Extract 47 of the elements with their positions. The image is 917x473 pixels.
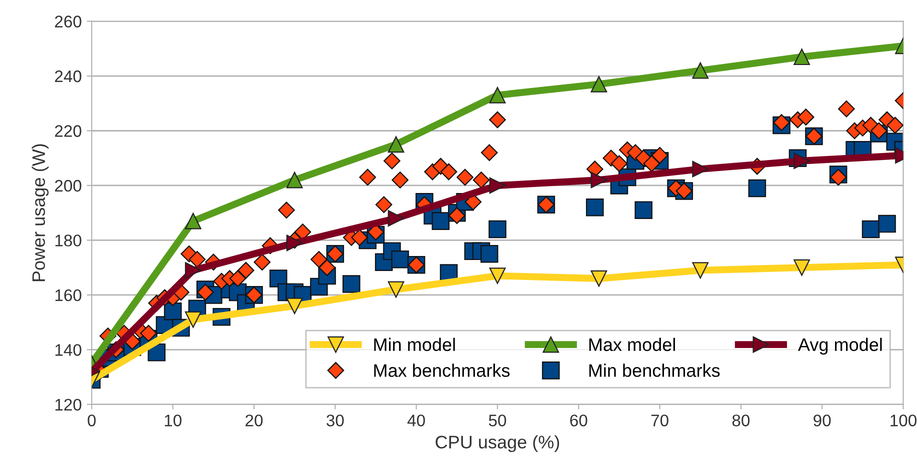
x-tick-label: 90	[814, 414, 831, 426]
point	[590, 76, 608, 92]
point	[388, 136, 404, 153]
x-tick-label: 60	[570, 414, 588, 426]
x-axis-title: CPU usage (%)	[436, 435, 560, 452]
y-tick-label: 140	[55, 344, 82, 356]
y-tick-label: 240	[55, 70, 82, 82]
x-tick-label: 70	[651, 414, 668, 426]
legend-label: Min benchmarks	[589, 364, 720, 377]
y-tick-label: 120	[55, 398, 82, 411]
legend-label: Max model	[589, 338, 675, 352]
point	[692, 262, 709, 279]
point	[286, 172, 303, 188]
x-tick-label: 20	[246, 414, 263, 426]
point	[184, 262, 202, 279]
x-tick-label: 50	[488, 414, 506, 426]
point	[489, 177, 506, 194]
point	[794, 152, 810, 170]
point	[590, 172, 608, 188]
y-axis-title: Power usage (W)	[32, 144, 49, 282]
point	[388, 281, 404, 298]
x-tick-label: 10	[164, 414, 182, 426]
point	[388, 210, 404, 227]
y-tick-label: 180	[55, 234, 82, 246]
point	[794, 48, 810, 66]
legend-label: Avg model	[798, 338, 882, 355]
point	[184, 311, 202, 328]
x-tick-label: 30	[326, 414, 344, 426]
point	[184, 212, 202, 230]
point	[590, 270, 608, 287]
x-tick-label: 40	[407, 414, 425, 426]
x-tick-label: 100	[890, 414, 916, 426]
point	[692, 160, 709, 178]
x-tick-label: 0	[88, 414, 96, 426]
y-tick-label: 260	[55, 16, 82, 28]
point	[286, 298, 303, 314]
y-tick-label: 160	[55, 289, 82, 302]
point	[794, 259, 810, 276]
y-tick-label: 220	[55, 125, 82, 137]
point	[489, 268, 506, 284]
point	[489, 86, 506, 104]
point	[286, 234, 303, 252]
legend-label: Min model	[374, 338, 455, 352]
legend-label: Max benchmarks	[374, 364, 510, 377]
x-tick-label: 80	[732, 414, 750, 426]
point	[692, 62, 709, 79]
y-tick-label: 200	[55, 180, 82, 192]
